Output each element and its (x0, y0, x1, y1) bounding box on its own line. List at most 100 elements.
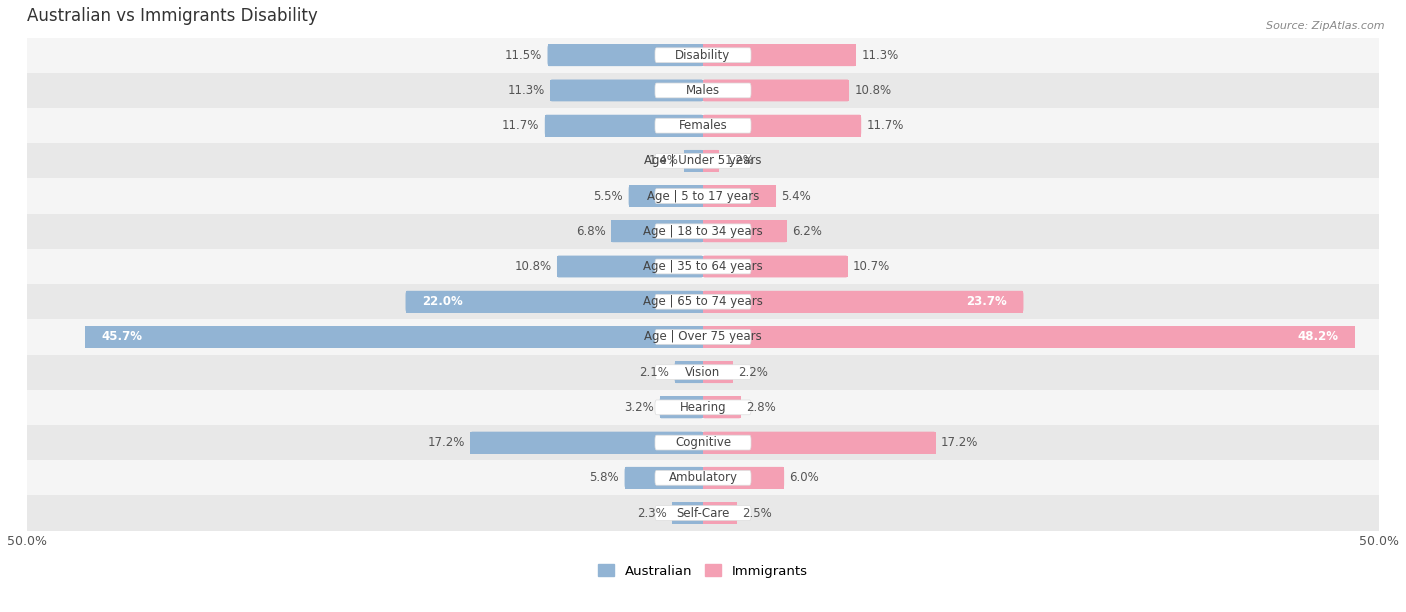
Text: Age | Under 5 years: Age | Under 5 years (644, 154, 762, 167)
Bar (675, 361, 703, 383)
FancyBboxPatch shape (547, 44, 703, 66)
Bar (612, 220, 703, 242)
Bar (27, 108, 1379, 143)
Text: Age | 5 to 17 years: Age | 5 to 17 years (647, 190, 759, 203)
Bar (703, 185, 776, 207)
Text: Age | Over 75 years: Age | Over 75 years (644, 330, 762, 343)
FancyBboxPatch shape (557, 256, 703, 277)
Bar (550, 80, 703, 102)
Text: Ambulatory: Ambulatory (668, 471, 738, 484)
Bar (703, 502, 737, 524)
Bar (27, 354, 1379, 390)
FancyBboxPatch shape (675, 361, 703, 383)
FancyBboxPatch shape (703, 150, 720, 172)
Text: 2.3%: 2.3% (637, 507, 666, 520)
Bar (27, 319, 1379, 354)
Bar (685, 150, 703, 172)
FancyBboxPatch shape (624, 467, 703, 489)
Bar (27, 179, 1379, 214)
Bar (405, 291, 703, 313)
Bar (703, 291, 1024, 313)
Text: 2.5%: 2.5% (742, 507, 772, 520)
Text: 11.3%: 11.3% (508, 84, 544, 97)
Bar (703, 397, 741, 418)
FancyBboxPatch shape (655, 294, 751, 309)
FancyBboxPatch shape (685, 150, 703, 172)
Text: 11.7%: 11.7% (866, 119, 904, 132)
FancyBboxPatch shape (703, 256, 848, 277)
Bar (703, 150, 720, 172)
Bar (703, 114, 862, 136)
FancyBboxPatch shape (703, 467, 785, 489)
FancyBboxPatch shape (703, 44, 856, 66)
FancyBboxPatch shape (703, 220, 787, 242)
FancyBboxPatch shape (655, 154, 751, 168)
Text: Hearing: Hearing (679, 401, 727, 414)
Bar (86, 326, 703, 348)
Text: 2.8%: 2.8% (747, 401, 776, 414)
Bar (628, 185, 703, 207)
Bar (544, 114, 703, 136)
FancyBboxPatch shape (655, 471, 751, 485)
Bar (672, 502, 703, 524)
Bar (27, 214, 1379, 249)
Text: Age | 18 to 34 years: Age | 18 to 34 years (643, 225, 763, 238)
FancyBboxPatch shape (612, 220, 703, 242)
Text: 5.5%: 5.5% (593, 190, 623, 203)
Text: 11.3%: 11.3% (862, 49, 898, 62)
Text: Age | 65 to 74 years: Age | 65 to 74 years (643, 295, 763, 308)
FancyBboxPatch shape (672, 502, 703, 524)
Bar (27, 73, 1379, 108)
Text: 10.7%: 10.7% (853, 260, 890, 273)
Text: 10.8%: 10.8% (515, 260, 551, 273)
FancyBboxPatch shape (703, 185, 776, 207)
Text: Cognitive: Cognitive (675, 436, 731, 449)
FancyBboxPatch shape (655, 224, 751, 239)
Bar (703, 361, 733, 383)
Bar (703, 431, 935, 453)
FancyBboxPatch shape (655, 400, 751, 415)
FancyBboxPatch shape (655, 48, 751, 62)
Text: 3.2%: 3.2% (624, 401, 654, 414)
Bar (27, 390, 1379, 425)
Text: 11.5%: 11.5% (505, 49, 543, 62)
Bar (703, 326, 1355, 348)
Text: Males: Males (686, 84, 720, 97)
FancyBboxPatch shape (550, 80, 703, 102)
Text: 22.0%: 22.0% (422, 295, 463, 308)
Bar (557, 256, 703, 277)
Bar (703, 220, 787, 242)
Text: 2.1%: 2.1% (640, 365, 669, 379)
Bar (27, 460, 1379, 495)
FancyBboxPatch shape (703, 361, 733, 383)
FancyBboxPatch shape (703, 397, 741, 418)
Text: Australian vs Immigrants Disability: Australian vs Immigrants Disability (27, 7, 318, 25)
Bar (703, 44, 856, 66)
FancyBboxPatch shape (655, 506, 751, 520)
FancyBboxPatch shape (86, 326, 703, 348)
FancyBboxPatch shape (655, 188, 751, 203)
FancyBboxPatch shape (655, 83, 751, 98)
FancyBboxPatch shape (655, 435, 751, 450)
Bar (471, 431, 703, 453)
Bar (703, 80, 849, 102)
Text: Self-Care: Self-Care (676, 507, 730, 520)
Text: 5.4%: 5.4% (782, 190, 811, 203)
FancyBboxPatch shape (703, 80, 849, 102)
Text: 1.4%: 1.4% (648, 154, 679, 167)
Text: Source: ZipAtlas.com: Source: ZipAtlas.com (1267, 21, 1385, 31)
Text: Disability: Disability (675, 49, 731, 62)
FancyBboxPatch shape (628, 185, 703, 207)
FancyBboxPatch shape (703, 114, 862, 136)
Bar (547, 44, 703, 66)
FancyBboxPatch shape (544, 114, 703, 136)
Text: 23.7%: 23.7% (966, 295, 1007, 308)
FancyBboxPatch shape (703, 326, 1355, 348)
Bar (27, 425, 1379, 460)
FancyBboxPatch shape (659, 397, 703, 418)
Text: Vision: Vision (685, 365, 721, 379)
Text: 5.8%: 5.8% (589, 471, 619, 484)
Bar (27, 37, 1379, 73)
Text: 17.2%: 17.2% (941, 436, 979, 449)
Text: 17.2%: 17.2% (427, 436, 465, 449)
